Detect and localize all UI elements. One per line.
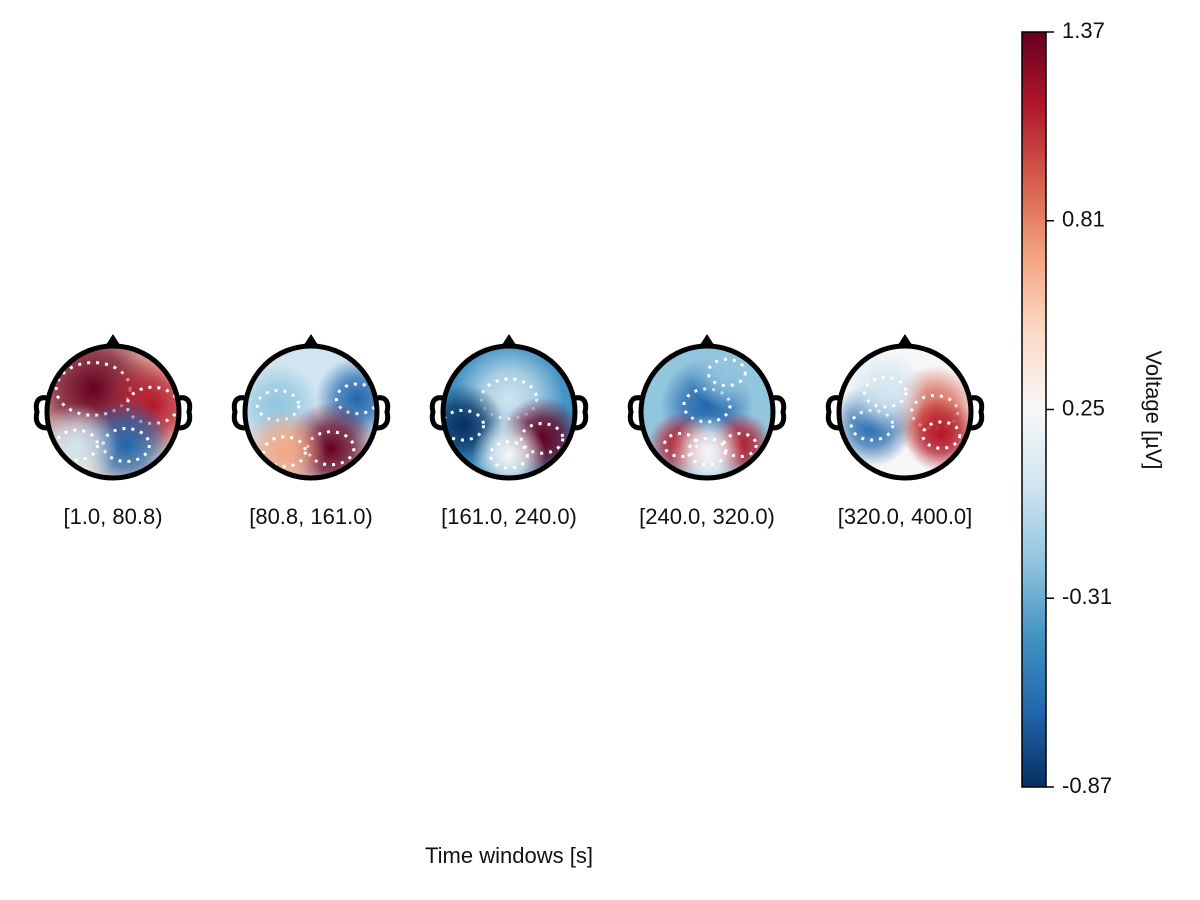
colorbar-tick-label: 1.37	[1062, 18, 1105, 43]
colorbar-label: Voltage [µV]	[1141, 350, 1166, 469]
panel-label: [1.0, 80.8)	[63, 504, 162, 529]
colorbar-tick-label: 0.81	[1062, 207, 1105, 232]
topoplot	[429, 334, 589, 481]
panel-label: [320.0, 400.0]	[838, 504, 973, 529]
x-axis-label: Time windows [s]	[425, 843, 593, 868]
topoplot	[627, 334, 787, 481]
colorbar-tick-label: 0.25	[1062, 395, 1105, 420]
colorbar-tick-label: -0.31	[1062, 584, 1112, 609]
colorbar-tick-label: -0.87	[1062, 773, 1112, 798]
panel-label: [240.0, 320.0)	[639, 504, 775, 529]
topoplot	[231, 334, 391, 481]
panel-label: [80.8, 161.0)	[249, 504, 373, 529]
panel-label: [161.0, 240.0)	[441, 504, 577, 529]
topoplot	[825, 334, 985, 481]
colorbar	[1021, 31, 1047, 788]
topoplot	[33, 334, 193, 481]
